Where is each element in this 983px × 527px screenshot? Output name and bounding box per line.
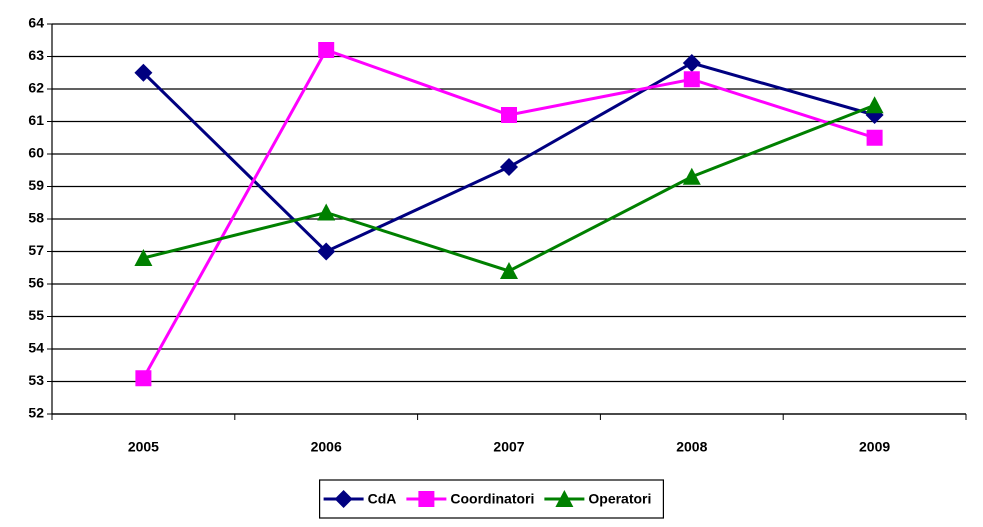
x-tick-label: 2008 <box>676 439 707 455</box>
marker <box>334 490 353 508</box>
x-tick-label: 2007 <box>493 439 524 455</box>
series-line <box>143 103 876 273</box>
marker <box>135 370 152 387</box>
marker <box>317 203 336 221</box>
y-tick-label: 54 <box>28 340 44 356</box>
legend-item: Operatori <box>544 490 651 507</box>
marker <box>682 54 701 72</box>
marker <box>683 71 700 88</box>
y-tick-label: 63 <box>28 47 44 63</box>
marker <box>418 491 435 507</box>
marker <box>500 262 518 279</box>
legend-label: Operatori <box>588 491 651 507</box>
marker <box>866 129 883 146</box>
marker <box>682 167 701 185</box>
series-line <box>142 48 876 379</box>
marker <box>501 107 517 123</box>
series-line <box>142 61 876 254</box>
marker <box>555 490 574 507</box>
marker <box>865 96 884 114</box>
y-tick-label: 52 <box>28 405 44 421</box>
y-tick-label: 56 <box>28 275 44 291</box>
marker <box>317 242 336 261</box>
marker <box>318 42 335 58</box>
marker <box>500 158 518 176</box>
y-tick-label: 61 <box>28 112 44 128</box>
x-tick-label: 2006 <box>311 439 342 455</box>
y-tick-label: 53 <box>28 372 44 388</box>
legend-box <box>319 479 664 519</box>
legend-item: CdA <box>323 490 397 508</box>
y-tick-label: 57 <box>28 242 44 258</box>
y-tick-label: 58 <box>28 210 44 226</box>
y-tick-label: 55 <box>28 307 44 323</box>
legend-label: Coordinatori <box>450 491 534 507</box>
marker <box>134 63 153 82</box>
x-tick-label: 2009 <box>859 439 890 455</box>
y-tick-label: 60 <box>28 145 44 161</box>
marker <box>134 249 153 266</box>
y-tick-label: 62 <box>28 80 44 96</box>
y-tick-label: 59 <box>28 177 44 193</box>
legend-item: Coordinatori <box>406 491 534 507</box>
y-tick-label: 64 <box>28 15 44 31</box>
legend: CdA Coordinatori Operatori <box>319 479 664 519</box>
legend-label: CdA <box>368 491 397 507</box>
x-tick-label: 2005 <box>128 439 159 455</box>
